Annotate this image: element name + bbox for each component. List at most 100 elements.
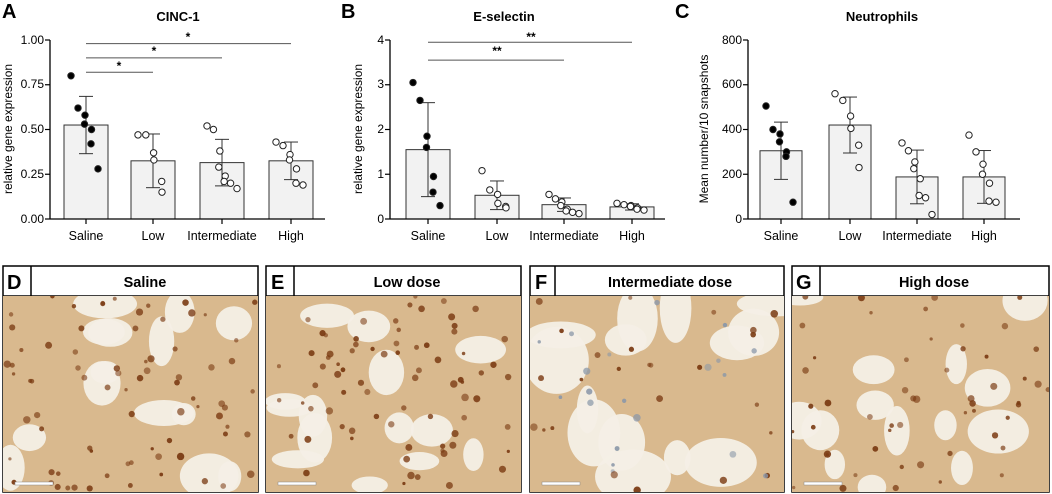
nucleus	[440, 450, 448, 457]
nucleus	[901, 386, 909, 394]
nucleus	[196, 404, 200, 409]
nucleus	[413, 296, 418, 299]
alveolar-space	[463, 438, 484, 471]
panel-letter-d: D	[7, 272, 21, 294]
chart-a: A CINC-1 relative gene expression 0.00 0…	[1, 1, 325, 243]
nucleus	[11, 372, 16, 376]
chart-b-category-label: Low	[486, 229, 510, 243]
data-point	[568, 208, 577, 216]
data-point	[775, 138, 784, 146]
chart-c: C Neutrophils Mean number/10 snapshots 0…	[675, 1, 1020, 243]
alveolar-space	[792, 296, 824, 306]
alveolar-space	[1002, 296, 1048, 321]
nucleus	[188, 309, 196, 317]
nucleus	[558, 395, 563, 400]
data-point	[626, 202, 635, 211]
nucleus	[810, 424, 816, 430]
micrograph-title-g: High dose	[899, 275, 969, 291]
nucleus	[610, 471, 618, 479]
nucleus	[802, 296, 809, 300]
nucleus	[100, 300, 106, 306]
data-point	[215, 163, 223, 171]
nucleus	[312, 382, 319, 389]
nucleus	[910, 395, 917, 402]
data-point	[972, 148, 980, 156]
panel-letter-a: A	[2, 1, 16, 23]
alveolar-space	[934, 410, 957, 441]
nucleus	[228, 357, 236, 365]
alveolar-space	[351, 476, 388, 492]
nucleus	[174, 379, 180, 386]
chart-c-tick-label: 200	[722, 167, 742, 181]
nucleus	[172, 346, 178, 352]
nucleus	[633, 486, 641, 492]
nucleus	[225, 424, 230, 429]
nucleus	[128, 460, 134, 466]
nucleus	[889, 423, 894, 428]
data-point	[226, 179, 235, 187]
nucleus	[143, 367, 151, 375]
chart-b-plot	[385, 39, 665, 224]
chart-a-tick-label: 0.25	[21, 167, 45, 181]
nucleus	[401, 405, 407, 411]
nucleus	[55, 471, 61, 476]
chart-c-category-label: Intermediate	[882, 229, 952, 243]
nucleus	[1001, 322, 1009, 330]
alveolar-space	[90, 360, 120, 384]
data-point	[149, 149, 158, 157]
nucleus	[711, 309, 717, 315]
nucleus	[583, 367, 591, 375]
nucleus	[504, 373, 512, 381]
nucleus	[656, 395, 663, 402]
nucleus	[373, 413, 380, 420]
nucleus	[360, 317, 368, 325]
nucleus	[175, 374, 183, 381]
nucleus	[823, 450, 832, 458]
data-point	[915, 191, 923, 200]
alveolar-space	[297, 412, 333, 463]
chart-a-significance-label: *	[117, 59, 122, 73]
nucleus	[722, 372, 727, 377]
data-point	[429, 188, 437, 196]
scale-bar	[541, 481, 581, 486]
alveolar-space	[455, 335, 507, 364]
nucleus	[357, 379, 365, 386]
data-point	[292, 179, 300, 187]
nucleus	[304, 435, 312, 443]
chart-c-category-label: Low	[839, 229, 863, 243]
chart-a-categories: Saline Low Intermediate High	[69, 229, 304, 243]
nucleus	[190, 396, 196, 401]
data-point	[855, 163, 863, 172]
chart-b-tick-label: 2	[377, 122, 384, 136]
data-point	[613, 199, 621, 208]
nucleus	[396, 327, 401, 333]
data-point	[220, 177, 228, 186]
chart-a-category-label: Low	[142, 229, 166, 243]
nucleus	[222, 431, 228, 437]
data-point	[904, 147, 913, 155]
nucleus	[132, 325, 139, 332]
nucleus	[112, 296, 117, 301]
nucleus	[71, 484, 78, 491]
nucleus	[537, 340, 541, 344]
data-point	[158, 177, 166, 186]
nucleus	[276, 364, 281, 369]
nucleus	[1000, 445, 1006, 451]
nucleus	[929, 337, 933, 341]
nucleus	[349, 348, 355, 354]
data-point	[81, 111, 89, 119]
chart-a-tick-label: 0.50	[21, 122, 45, 136]
nucleus	[579, 377, 584, 382]
nucleus	[325, 407, 334, 415]
nucleus	[501, 335, 508, 343]
nucleus	[450, 380, 458, 388]
nucleus	[1022, 376, 1027, 381]
nucleus	[147, 355, 155, 363]
data-point	[87, 140, 95, 148]
nucleus	[872, 445, 879, 452]
nucleus	[947, 450, 953, 457]
data-point	[233, 184, 241, 193]
alveolar-space	[133, 400, 194, 426]
nucleus	[839, 484, 847, 492]
